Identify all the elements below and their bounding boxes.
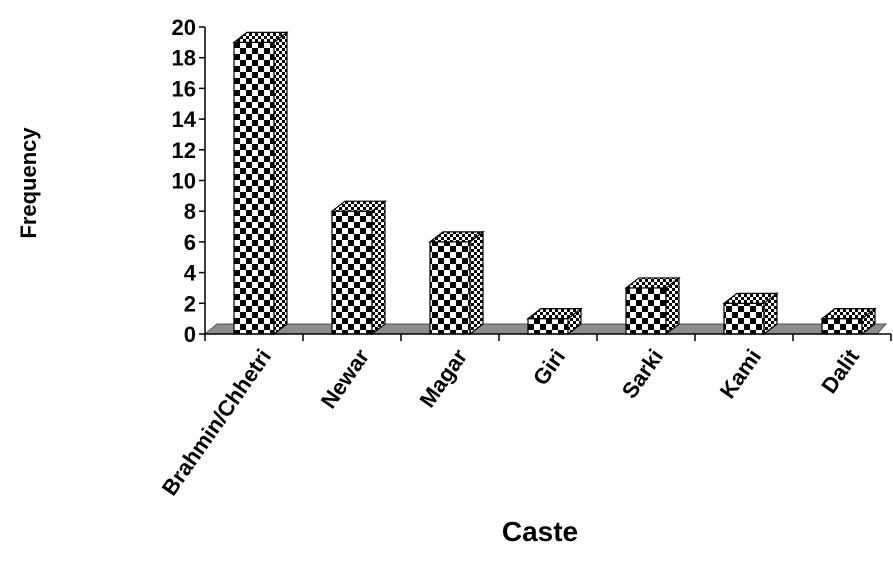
bar-front: [429, 241, 471, 335]
x-tick-label: Magar: [414, 344, 472, 412]
bar-top: [330, 200, 387, 212]
bar-side: [273, 31, 288, 336]
bar: [232, 31, 289, 336]
x-tick-label: Kami: [715, 345, 766, 403]
x-tick-label: Brahmin/Chhetri: [157, 345, 276, 501]
y-tick-label: 14: [172, 107, 197, 132]
y-tick-label: 2: [184, 291, 196, 316]
bar: [820, 307, 877, 336]
x-tick-label: Newar: [316, 344, 375, 413]
y-tick-label: 10: [172, 169, 196, 194]
x-axis: Brahmin/Chhetri Newar Magar Giri Sarki Kami Da…: [157, 333, 892, 501]
y-tick-label: 18: [172, 46, 196, 71]
y-tick-label: 20: [172, 15, 196, 40]
bars: [232, 31, 877, 336]
y-tick-label: 8: [184, 199, 196, 224]
bar-front: [821, 318, 863, 335]
bar-top: [428, 231, 485, 243]
bar-top: [624, 277, 681, 289]
bar: [428, 230, 485, 336]
bar-front: [233, 41, 275, 335]
y-tick-label: 12: [172, 138, 196, 163]
bar-side: [371, 199, 386, 336]
bar-front: [723, 302, 765, 335]
y-axis-title: Frequency: [16, 127, 41, 239]
bar: [526, 307, 583, 336]
y-axis: 0 2 4 6 8 10 12 14 16 18 20: [172, 15, 206, 347]
bar-top: [820, 308, 877, 320]
bar-top: [722, 292, 779, 304]
bar-top: [526, 308, 583, 320]
bar: [624, 276, 681, 336]
bar: [330, 199, 387, 336]
x-tick-label: Dalit: [816, 344, 864, 398]
bar: [722, 292, 779, 336]
x-tick-label: Sarki: [617, 345, 668, 403]
x-axis-title: Caste: [502, 516, 578, 547]
y-tick-label: 4: [184, 261, 197, 286]
y-tick-label: 16: [172, 76, 196, 101]
bar-front: [331, 210, 373, 335]
bar-side: [469, 230, 484, 336]
bar-top: [232, 31, 289, 43]
bar-front: [625, 287, 667, 335]
y-tick-label: 6: [184, 230, 196, 255]
y-tick-label: 0: [184, 322, 196, 347]
x-tick-label: Giri: [528, 345, 570, 390]
bar-front: [527, 318, 569, 335]
